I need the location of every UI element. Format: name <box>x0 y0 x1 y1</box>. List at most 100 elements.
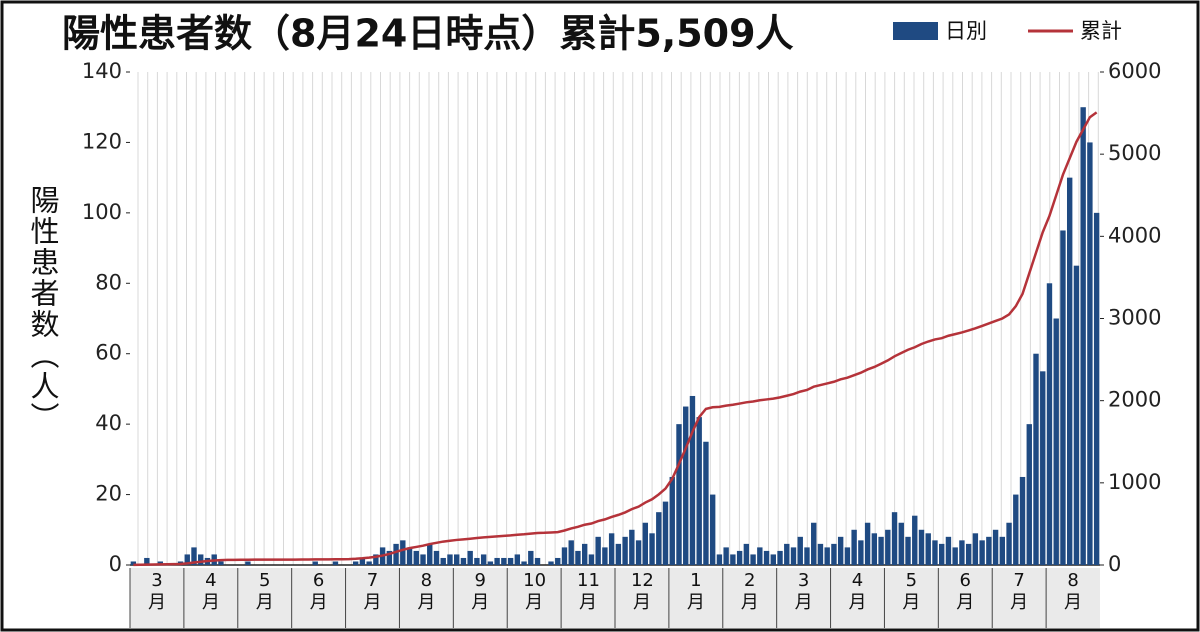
bar <box>669 476 675 565</box>
bar <box>575 550 581 565</box>
bar <box>844 547 851 565</box>
x-tick-label: 6月 <box>956 570 975 613</box>
x-tick-label: 6月 <box>309 570 328 613</box>
chart-title: 陽性患者数（8月24日時点）累計5,509人 <box>62 12 794 56</box>
bar <box>501 557 507 565</box>
bar <box>245 561 251 565</box>
y-axis-label: 陽性患者数（人） <box>26 185 60 433</box>
bar <box>1066 177 1073 565</box>
y-tick-label: 60 <box>95 341 122 365</box>
bar <box>925 533 931 565</box>
bar <box>912 515 918 565</box>
cumulative-line <box>133 111 1098 567</box>
x-tick-label: 2月 <box>740 570 759 613</box>
bar <box>198 554 204 565</box>
bar <box>1060 230 1066 565</box>
bar <box>905 536 911 565</box>
x-tick-label: 8月 <box>1064 570 1083 613</box>
bar <box>743 543 750 565</box>
bar <box>992 529 999 565</box>
y2-tick-label: 4000 <box>1108 223 1161 247</box>
bar <box>507 557 514 565</box>
bar <box>683 406 689 565</box>
bar <box>770 554 776 565</box>
bar <box>662 501 669 565</box>
bar <box>709 494 716 565</box>
bar <box>696 417 702 565</box>
bar <box>642 522 649 565</box>
bar <box>965 543 972 565</box>
bar <box>454 554 460 565</box>
bar <box>811 522 817 565</box>
bar <box>1053 318 1059 565</box>
bar <box>359 557 366 565</box>
bar <box>191 547 197 565</box>
x-tick-label: 5月 <box>255 570 274 613</box>
bar <box>757 547 763 565</box>
x-tick-label: 9月 <box>471 570 490 613</box>
bar <box>413 550 419 565</box>
bar <box>420 554 426 565</box>
bar <box>777 550 783 565</box>
bar <box>480 554 487 565</box>
bar <box>433 550 440 565</box>
y2-tick-label: 2000 <box>1108 388 1161 412</box>
bar <box>332 561 339 565</box>
bar <box>184 554 190 565</box>
bar <box>979 540 985 565</box>
bar <box>676 424 682 565</box>
legend-label: 累計 <box>1080 19 1122 43</box>
bar <box>474 557 480 565</box>
bar <box>629 529 635 565</box>
bar <box>595 536 601 565</box>
bar <box>581 543 588 565</box>
y-tick-label: 20 <box>95 482 122 506</box>
y-tick-label: 140 <box>82 59 122 83</box>
x-tick-label: 4月 <box>848 570 867 613</box>
bar <box>649 533 655 565</box>
x-tick-label: 4月 <box>201 570 220 613</box>
bar <box>494 557 500 565</box>
bar <box>723 547 729 565</box>
bar <box>703 441 709 565</box>
bar <box>945 536 952 565</box>
legend-swatch <box>893 22 938 40</box>
y2-tick-label: 5000 <box>1108 141 1161 165</box>
bar <box>972 533 979 565</box>
bar <box>797 536 803 565</box>
bar <box>561 547 568 565</box>
bar <box>622 536 628 565</box>
bar <box>986 536 992 565</box>
bar <box>568 540 574 565</box>
bar <box>831 543 837 565</box>
bar <box>918 529 925 565</box>
bar <box>1087 142 1093 565</box>
bar <box>130 561 137 565</box>
bar <box>427 543 433 565</box>
bar <box>790 547 797 565</box>
legend-label: 日別 <box>945 19 987 43</box>
bar <box>514 554 521 565</box>
bar <box>144 557 150 565</box>
bar <box>608 533 615 565</box>
y-tick-label: 80 <box>95 270 122 294</box>
bar <box>1073 265 1080 565</box>
bar <box>521 561 527 565</box>
bar <box>386 550 393 565</box>
bar <box>885 529 891 565</box>
bar <box>1013 494 1019 565</box>
bar <box>932 540 938 565</box>
bar <box>689 395 696 565</box>
bar <box>400 540 406 565</box>
bar <box>588 554 595 565</box>
bar <box>864 522 871 565</box>
bar <box>615 543 622 565</box>
bar <box>440 557 446 565</box>
x-tick-label: 11月 <box>577 570 600 613</box>
bar <box>312 561 318 565</box>
bar <box>447 554 453 565</box>
bar <box>716 554 723 565</box>
bar <box>804 547 810 565</box>
